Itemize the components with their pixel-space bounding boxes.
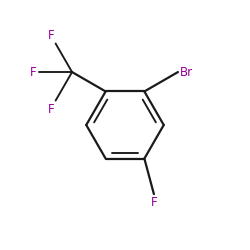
Text: F: F [48,102,54,116]
Text: Br: Br [180,66,193,78]
Text: F: F [30,66,37,78]
Text: F: F [48,28,54,42]
Text: F: F [150,196,157,209]
